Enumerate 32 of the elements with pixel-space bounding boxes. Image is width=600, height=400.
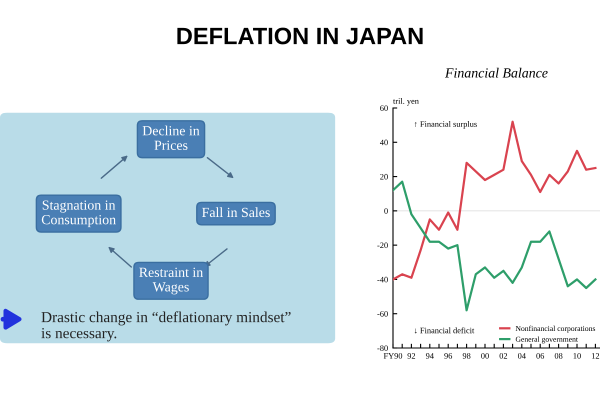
y-tick-label: 20 bbox=[380, 174, 388, 180]
line-series bbox=[393, 180, 597, 312]
y-tick-label: -80 bbox=[377, 345, 388, 351]
text: Decline in Prices bbox=[142, 126, 200, 150]
text: Drastic change in “deflationary mindset” is necessary. bbox=[41, 311, 291, 342]
x-tick-label: 00 bbox=[481, 353, 489, 359]
chart-title: Financial Balance bbox=[444, 68, 548, 78]
y-tick-label: 60 bbox=[380, 105, 388, 111]
x-tick-label: 04 bbox=[518, 353, 526, 359]
y-tick-label: 0 bbox=[384, 208, 388, 214]
x-tick-label: 98 bbox=[462, 353, 470, 359]
x-tick-label: 12 bbox=[592, 353, 600, 359]
y-tick-label: -40 bbox=[377, 276, 388, 282]
x-tick-label: 08 bbox=[554, 353, 562, 359]
text: Restraint in Wages bbox=[139, 268, 203, 294]
line-series bbox=[393, 120, 597, 281]
y-axis-title: tril. yen bbox=[393, 98, 419, 106]
y-tick-label: 40 bbox=[380, 140, 388, 146]
text: Stagnation in Consumption bbox=[42, 200, 116, 228]
x-tick-label: 94 bbox=[426, 353, 434, 359]
x-tick-label: FY90 bbox=[384, 353, 402, 359]
annotation: ↓ Financial deficit bbox=[414, 327, 474, 334]
x-tick-label: 02 bbox=[500, 353, 508, 359]
x-tick-label: 10 bbox=[574, 353, 581, 359]
text: DEFLATION IN JAPAN bbox=[177, 28, 423, 44]
text: Fall in Sales bbox=[202, 207, 270, 218]
x-tick-label: 06 bbox=[536, 353, 544, 359]
x-tick-label: 92 bbox=[408, 353, 416, 359]
x-tick-label: 96 bbox=[444, 353, 452, 359]
annotation: ↑ Financial surplus bbox=[414, 121, 477, 129]
y-tick-label: -60 bbox=[377, 311, 388, 317]
y-tick-label: -20 bbox=[377, 242, 388, 248]
